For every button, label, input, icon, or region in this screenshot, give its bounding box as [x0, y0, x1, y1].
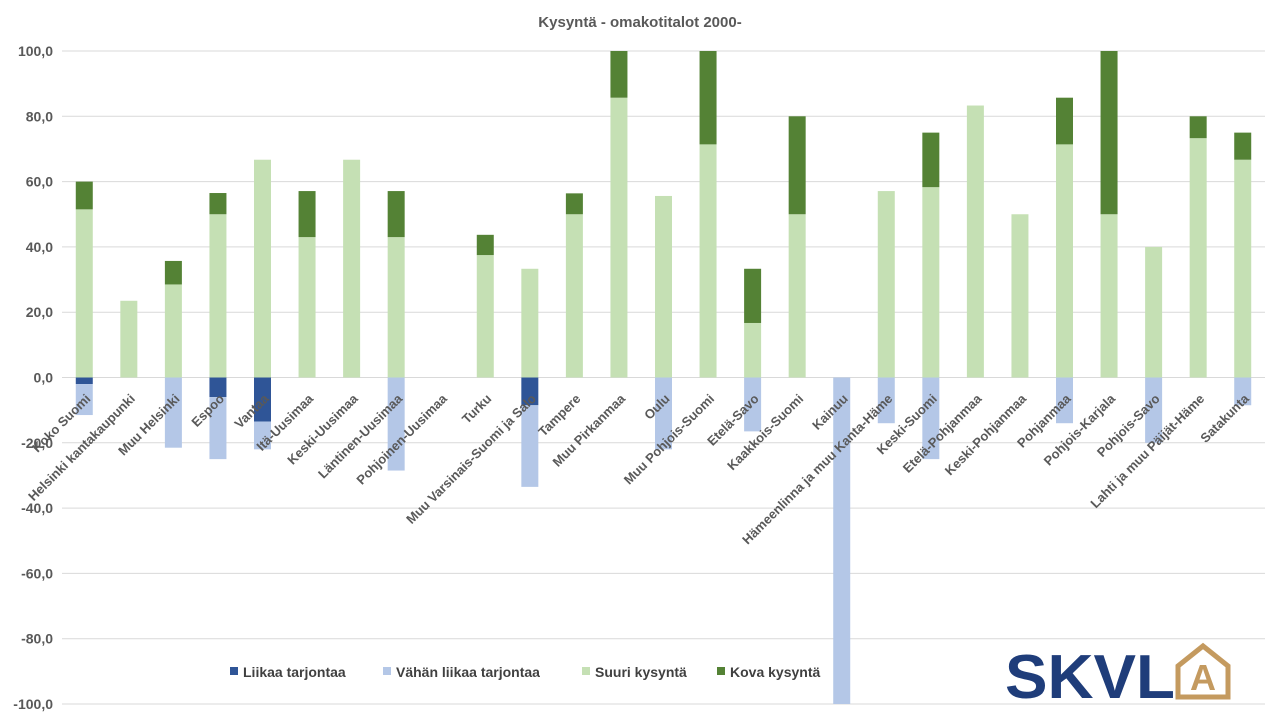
bar-suuri-kysyntä: [298, 237, 316, 378]
bar-kova-kysyntä: [164, 260, 182, 285]
y-axis-ticks: 100,0 80,0 60,0 40,0 20,0 0,0 -20,0 -40,0 -60,0 -…: [13, 43, 53, 712]
legend-label: Suuri kysyntä: [595, 664, 687, 680]
bar-kova-kysyntä: [1189, 116, 1207, 139]
bar-suuri-kysyntä: [1011, 214, 1029, 378]
bar-liikaa-tarjontaa: [521, 377, 539, 406]
y-tick-label: -40,0: [21, 500, 53, 516]
bar-liikaa-tarjontaa: [209, 377, 227, 398]
bar-suuri-kysyntä: [209, 214, 227, 378]
legend-label: Kova kysyntä: [730, 664, 820, 680]
bar-kova-kysyntä: [699, 51, 717, 145]
bar-suuri-kysyntä: [521, 268, 539, 378]
bar-vähän-liikaa-tarjontaa: [1234, 377, 1252, 406]
bar-suuri-kysyntä: [922, 187, 940, 378]
bar-suuri-kysyntä: [343, 159, 361, 378]
bar-kova-kysyntä: [1056, 97, 1073, 145]
y-tick-label: -100,0: [13, 696, 53, 712]
bar-vähän-liikaa-tarjontaa: [833, 377, 851, 704]
bar-vähän-liikaa-tarjontaa: [744, 377, 762, 432]
y-tick-label: 60,0: [26, 174, 53, 190]
legend-swatch: [383, 667, 391, 675]
bar-suuri-kysyntä: [565, 214, 583, 378]
bar-vähän-liikaa-tarjontaa: [209, 397, 227, 460]
bar-suuri-kysyntä: [788, 214, 806, 378]
bar-liikaa-tarjontaa: [254, 377, 271, 422]
bar-kova-kysyntä: [922, 132, 940, 188]
bar-vähän-liikaa-tarjontaa: [1056, 377, 1073, 424]
legend: Liikaa tarjontaa Vähän liikaa tarjontaa Su…: [230, 664, 820, 680]
bar-kova-kysyntä: [75, 181, 93, 210]
skvl-logo: SKVL A: [1005, 642, 1231, 712]
legend-swatch: [717, 667, 725, 675]
bar-kova-kysyntä: [610, 51, 628, 98]
category-label: Turku: [459, 391, 495, 427]
bar-vähän-liikaa-tarjontaa: [164, 377, 182, 448]
category-label: Etelä-Pohjanmaa: [900, 390, 985, 475]
bar-suuri-kysyntä: [877, 191, 895, 378]
bars: [75, 51, 1252, 704]
bar-vähän-liikaa-tarjontaa: [254, 421, 271, 450]
bar-suuri-kysyntä: [610, 97, 628, 378]
bar-suuri-kysyntä: [1056, 144, 1073, 378]
bar-kova-kysyntä: [744, 268, 762, 323]
bar-vähän-liikaa-tarjontaa: [1145, 377, 1163, 443]
bar-suuri-kysyntä: [966, 105, 984, 378]
bar-suuri-kysyntä: [164, 284, 182, 378]
bar-vähän-liikaa-tarjontaa: [75, 384, 93, 416]
y-tick-label: 0,0: [34, 370, 54, 386]
bar-suuri-kysyntä: [1145, 246, 1163, 378]
logo-text: SKVL: [1005, 643, 1175, 712]
bar-liikaa-tarjontaa: [75, 377, 93, 385]
bar-vähän-liikaa-tarjontaa: [922, 377, 940, 460]
logo-emblem: A: [1190, 657, 1216, 698]
bar-suuri-kysyntä: [744, 322, 762, 378]
bar-suuri-kysyntä: [655, 195, 672, 378]
bar-suuri-kysyntä: [254, 159, 271, 378]
category-label: Keski-Pohjanmaa: [942, 390, 1030, 478]
bar-kova-kysyntä: [209, 193, 227, 215]
bar-kova-kysyntä: [788, 116, 806, 215]
bar-suuri-kysyntä: [75, 209, 93, 378]
y-tick-label: -20,0: [21, 435, 53, 451]
y-tick-label: -80,0: [21, 631, 53, 647]
bar-suuri-kysyntä: [1100, 214, 1118, 378]
bar-suuri-kysyntä: [120, 300, 138, 378]
bar-kova-kysyntä: [1234, 132, 1252, 160]
legend-label: Vähän liikaa tarjontaa: [396, 664, 540, 680]
bar-suuri-kysyntä: [1234, 159, 1252, 378]
category-label: Satakunta: [1197, 390, 1252, 445]
legend-label: Liikaa tarjontaa: [243, 664, 346, 680]
y-tick-label: 20,0: [26, 304, 53, 320]
bar-vähän-liikaa-tarjontaa: [655, 377, 672, 450]
chart-title: Kysyntä - omakotitalot 2000-: [538, 14, 741, 31]
bar-vähän-liikaa-tarjontaa: [877, 377, 895, 424]
bar-kova-kysyntä: [387, 191, 405, 238]
y-tick-label: 80,0: [26, 108, 53, 124]
bar-suuri-kysyntä: [699, 144, 717, 378]
y-tick-label: -60,0: [21, 565, 53, 581]
y-tick-label: 40,0: [26, 239, 53, 255]
legend-swatch: [230, 667, 238, 675]
bar-kova-kysyntä: [476, 234, 494, 256]
bar-suuri-kysyntä: [387, 237, 405, 378]
bar-suuri-kysyntä: [476, 255, 494, 378]
category-label: Kaakkois-Suomi: [724, 391, 806, 473]
y-tick-label: 100,0: [18, 43, 53, 59]
bar-vähän-liikaa-tarjontaa: [521, 405, 539, 487]
bar-kova-kysyntä: [298, 191, 316, 238]
logo-house-icon: [1175, 642, 1231, 700]
legend-swatch: [582, 667, 590, 675]
bar-kova-kysyntä: [1100, 51, 1118, 215]
bar-suuri-kysyntä: [1189, 138, 1207, 378]
bar-kova-kysyntä: [565, 193, 583, 215]
bar-vähän-liikaa-tarjontaa: [387, 377, 405, 471]
